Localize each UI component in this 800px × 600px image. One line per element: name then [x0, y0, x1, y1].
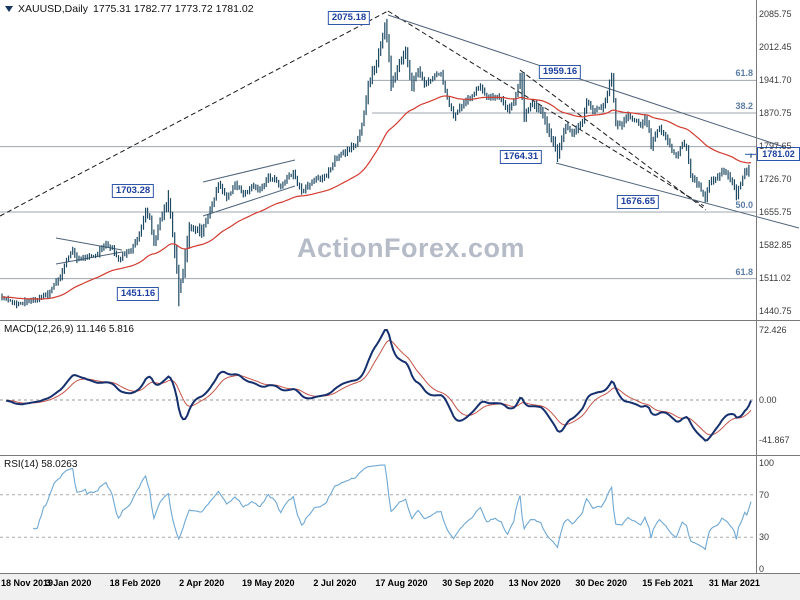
macd-axis-zero-label: 0.00: [759, 395, 777, 405]
date-axis-label: 31 Mar 2021: [708, 578, 760, 588]
watermark: ActionForex.com: [297, 233, 526, 263]
symbol-marker-icon: [5, 6, 13, 12]
chart-title-ohlc: 1775.31 1782.77 1773.72 1781.02: [93, 3, 254, 15]
macd-axis-min-label: -41.867: [759, 435, 790, 445]
date-axis-label: 15 Feb 2021: [642, 578, 694, 588]
rsi-label: RSI(14) 58.0263: [4, 459, 78, 470]
chart-title-symbol: XAUUSD,Daily: [18, 3, 89, 15]
date-axis-label: 19 May 2020: [242, 578, 295, 588]
chart-title: XAUUSD,Daily 1775.31 1782.77 1773.72 178…: [5, 3, 254, 15]
date-axis-label: 18 Feb 2020: [109, 578, 161, 588]
date-axis-label: 30 Sep 2020: [442, 578, 494, 588]
date-axis-label: 17 Aug 2020: [375, 578, 428, 588]
date-axis-label: 18 Nov 2019: [1, 578, 54, 588]
date-axis-label: 2 Jul 2020: [313, 578, 357, 588]
date-axis: 18 Nov 2019 3 Jan 2020 18 Feb 2020 2 Apr 20…: [0, 574, 800, 600]
date-axis-label: 2 Apr 2020: [179, 578, 225, 588]
macd-label: MACD(12,26,9) 11.146 5.816: [4, 324, 134, 335]
current-price-label: 1781.02: [757, 147, 800, 161]
date-axis-label: 3 Jan 2020: [45, 578, 92, 588]
date-axis-label: 30 Dec 2020: [575, 578, 627, 588]
macd-axis-max-label: 72.426: [759, 325, 787, 335]
date-axis-label: 13 Nov 2020: [508, 578, 561, 588]
